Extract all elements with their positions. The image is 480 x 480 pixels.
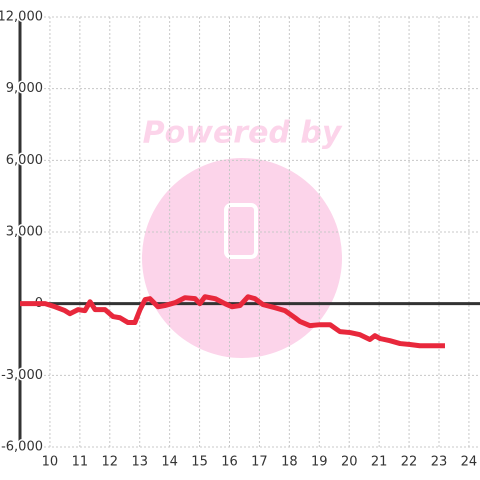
x-tick-label: 16	[221, 455, 238, 470]
x-tick-label: 11	[72, 455, 89, 470]
y-tick-label: -6,000	[1, 440, 43, 455]
y-tick-label: 3,000	[6, 225, 43, 240]
y-tick-label: -3,000	[1, 368, 43, 383]
x-tick-label: 19	[311, 455, 328, 470]
x-tick-label: 24	[461, 455, 478, 470]
x-tick-label: 17	[251, 455, 268, 470]
x-tick-label: 21	[371, 455, 388, 470]
data-line	[20, 294, 445, 349]
x-tick-label: 23	[431, 455, 448, 470]
x-tick-label: 15	[191, 455, 208, 470]
x-tick-label: 20	[341, 455, 358, 470]
x-tick-label: 22	[401, 455, 418, 470]
watermark-text: Powered by	[143, 116, 343, 151]
y-tick-label: 6,000	[6, 153, 43, 168]
y-tick-label: 12,000	[0, 10, 43, 25]
x-tick-label: 14	[161, 455, 178, 470]
x-tick-label: 12	[102, 455, 119, 470]
y-tick-label: 9,000	[6, 81, 43, 96]
x-tick-label: 10	[42, 455, 59, 470]
x-tick-label: 13	[131, 455, 148, 470]
x-tick-label: 18	[281, 455, 298, 470]
watermark-icon	[224, 203, 258, 259]
